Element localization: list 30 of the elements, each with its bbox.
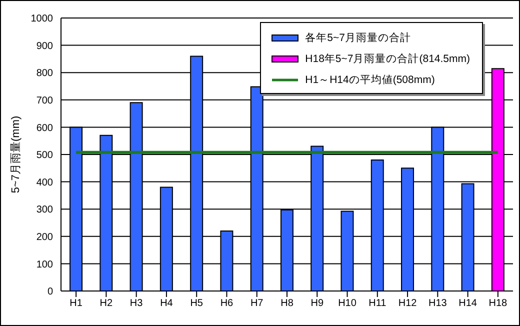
- y-tick-label: 100: [36, 259, 54, 270]
- x-tick-label: H18: [488, 298, 508, 310]
- y-tick-label: 900: [36, 40, 54, 52]
- y-tick-label: 800: [36, 68, 54, 80]
- x-tick-label: H10: [338, 298, 357, 310]
- legend-label: 各年5~7月雨量の合計: [305, 30, 411, 44]
- x-tick-label: H4: [160, 298, 174, 310]
- y-tick-label: 600: [36, 122, 54, 134]
- x-tick-label: H9: [310, 298, 324, 310]
- x-tick-label: H1: [70, 298, 83, 310]
- x-tick-label: H8: [280, 298, 294, 310]
- legend-label: H18年5~7月雨量の合計(814.5mm): [305, 52, 470, 66]
- x-tick-label: H11: [368, 298, 387, 310]
- y-axis-title: 5~7月雨量(mm): [10, 116, 22, 194]
- y-tick-label: 400: [36, 177, 54, 188]
- y-tick-label: 700: [36, 95, 54, 106]
- legend-label: H1～H14の平均値(508mm): [305, 72, 435, 86]
- x-tick-label: H5: [190, 298, 204, 310]
- y-tick-label: 300: [36, 204, 54, 216]
- x-tick-label: H13: [428, 298, 448, 310]
- x-tick-label: H2: [100, 298, 114, 310]
- x-tick-label: H14: [458, 298, 478, 310]
- y-tick-label: 200: [36, 232, 54, 243]
- x-tick-label: H12: [398, 298, 418, 310]
- y-tick-label: 1000: [30, 14, 54, 25]
- x-tick-label: H3: [130, 298, 144, 310]
- x-tick-label: H7: [250, 298, 264, 310]
- y-tick-label: 500: [36, 150, 54, 162]
- y-tick-label: 0: [47, 286, 54, 298]
- x-tick-label: H6: [220, 298, 234, 310]
